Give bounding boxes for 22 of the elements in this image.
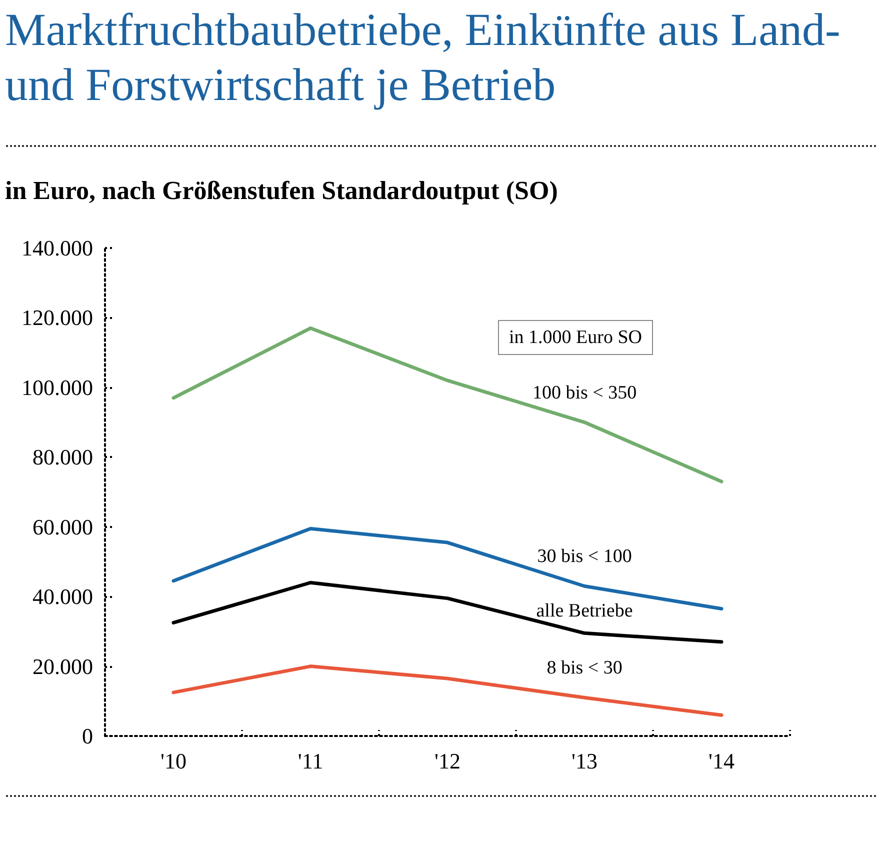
x-tick-label: '10 xyxy=(160,748,186,774)
chart-subtitle: in Euro, nach Größenstufen Standardoutput (SO) xyxy=(5,176,558,206)
y-tick-label: 0 xyxy=(82,724,93,748)
chart-title: Marktfruchtbaubetriebe, Einkünfte aus Land- und Forstwirtschaft je Betrieb xyxy=(5,3,842,112)
y-tick-label: 80.000 xyxy=(32,444,93,470)
legend-title: in 1.000 Euro SO xyxy=(509,327,642,348)
line-series xyxy=(172,580,724,644)
x-tick-label: '12 xyxy=(434,748,460,774)
x-tick-label: '11 xyxy=(298,748,324,774)
series-label: 30 bis < 100 xyxy=(537,546,632,568)
y-tick-label: 20.000 xyxy=(32,654,93,679)
y-tick-label: 60.000 xyxy=(32,514,93,540)
y-tick-label: 140.000 xyxy=(22,236,93,260)
y-tick-label: 100.000 xyxy=(22,374,93,400)
series-label: 100 bis < 350 xyxy=(532,382,637,404)
series-label: 8 bis < 30 xyxy=(546,658,622,679)
x-tick-label: '14 xyxy=(708,748,734,774)
line-series xyxy=(172,326,724,484)
y-tick-label: 40.000 xyxy=(32,584,93,610)
y-tick-label: 120.000 xyxy=(22,305,93,330)
series-label: alle Betriebe xyxy=(536,600,633,622)
x-tick-label: '13 xyxy=(572,748,598,774)
